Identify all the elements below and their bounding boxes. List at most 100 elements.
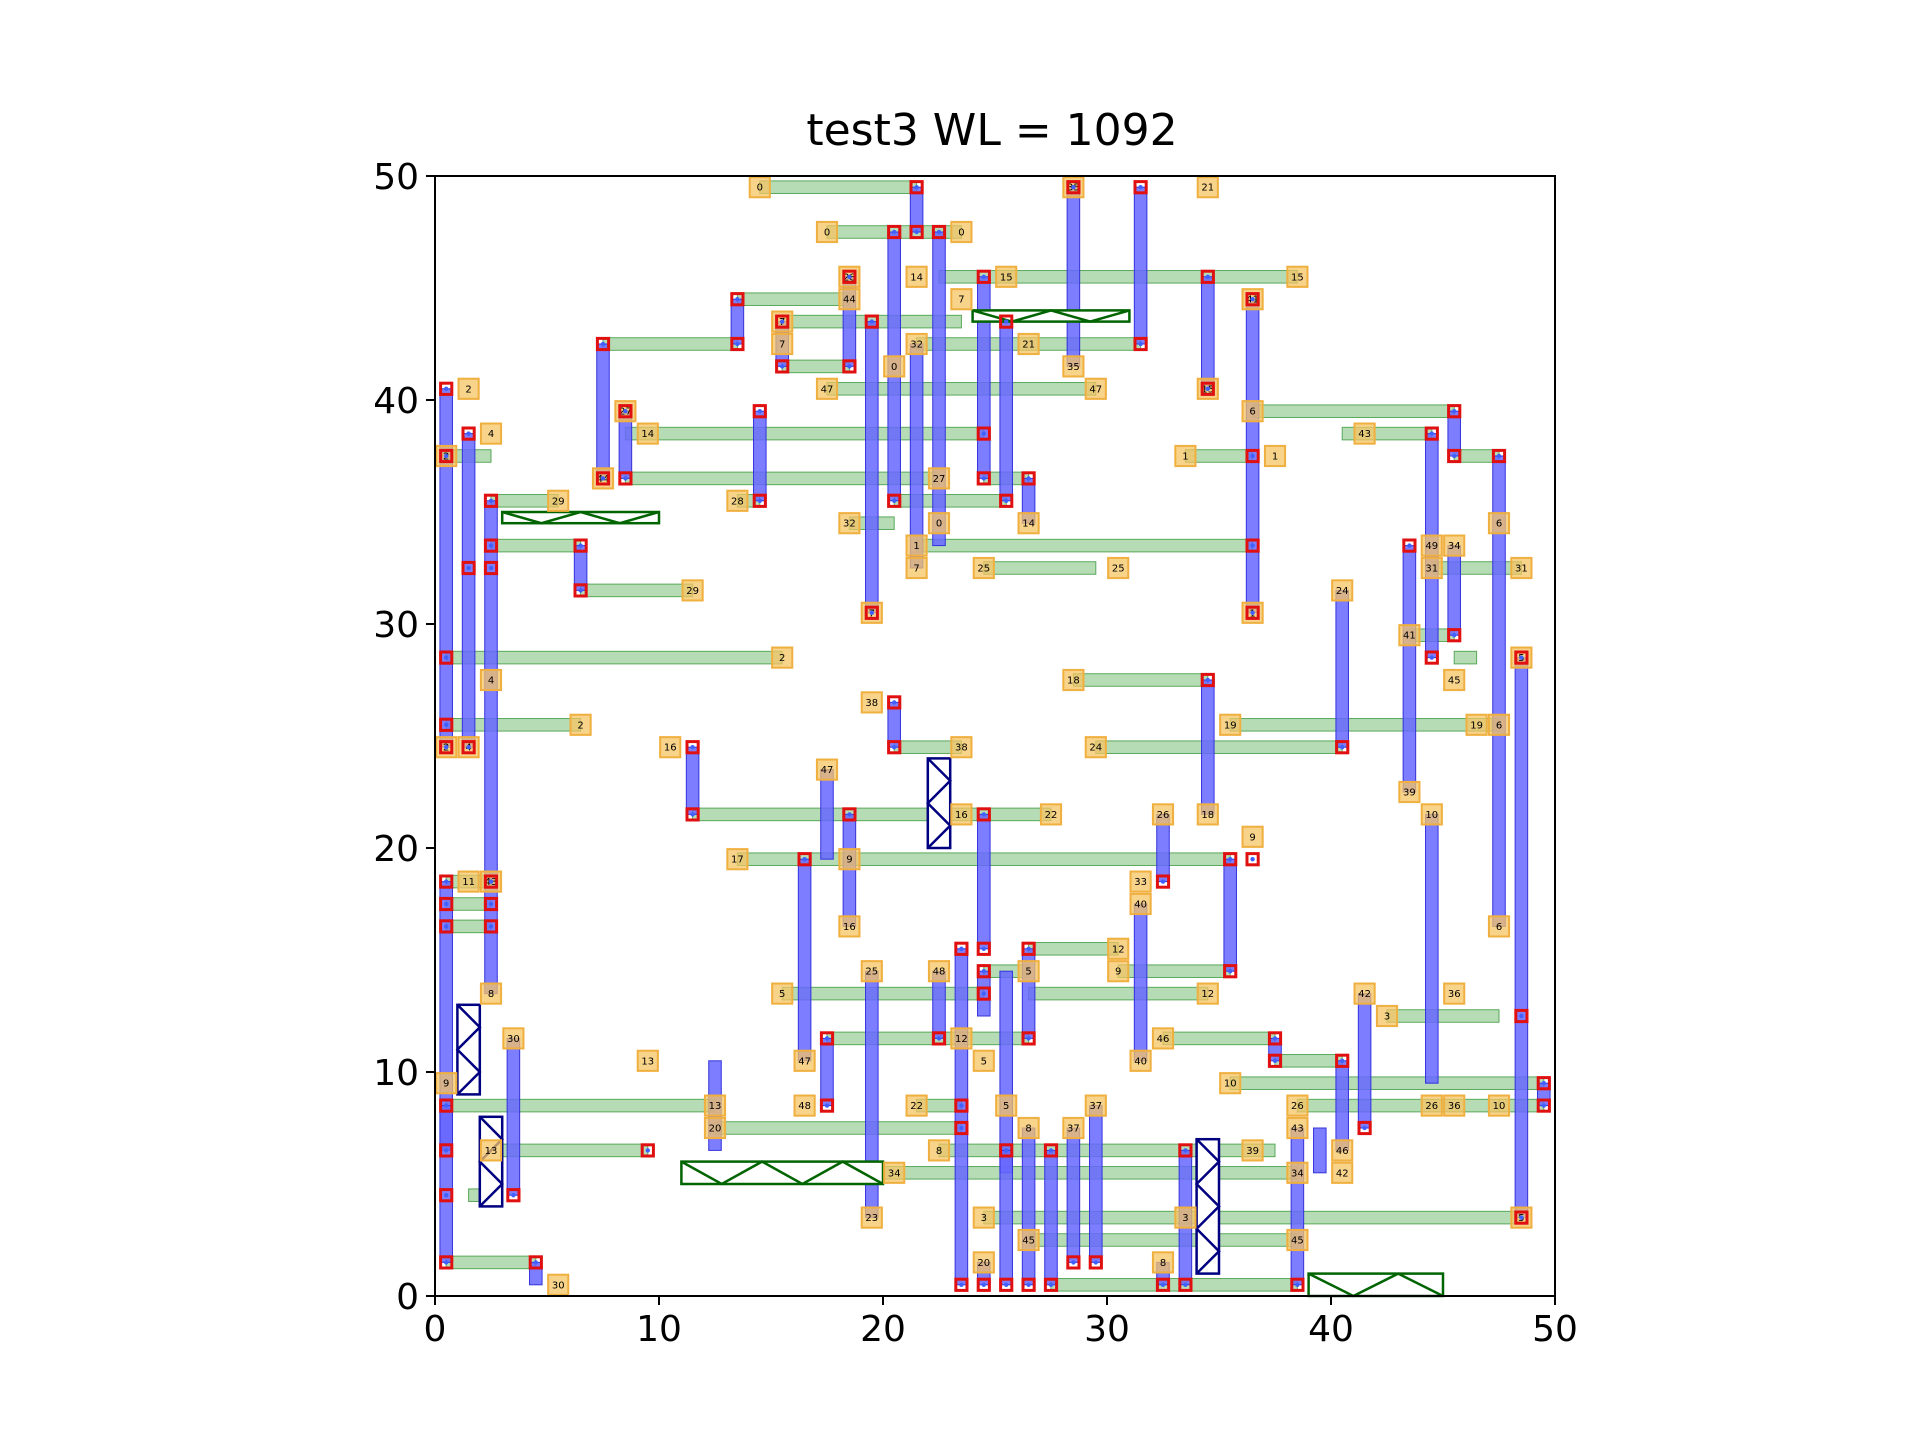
pin — [927, 960, 951, 983]
v-wire — [439, 388, 453, 748]
y-tick-label: 30 — [373, 605, 419, 646]
via-dot — [936, 1036, 942, 1041]
pin — [1151, 803, 1175, 826]
pin — [1286, 265, 1309, 288]
pin-label: 22 — [1045, 810, 1058, 821]
pin — [1420, 803, 1443, 826]
via — [1200, 269, 1215, 284]
v-wire — [865, 321, 879, 614]
pin — [1263, 444, 1287, 468]
pin-label: 0 — [757, 183, 763, 194]
pin — [1465, 713, 1488, 736]
pin — [927, 512, 951, 535]
pin — [1375, 1004, 1399, 1028]
v-wire — [596, 343, 610, 479]
axes-frame — [434, 175, 1556, 1297]
pin — [1062, 1116, 1085, 1140]
via — [954, 1277, 969, 1292]
via — [1043, 1143, 1059, 1158]
pin-label: 36 — [1448, 989, 1461, 1000]
pin-label: 45 — [1022, 1236, 1035, 1247]
via — [1514, 1210, 1529, 1225]
via-dot — [981, 946, 986, 951]
via-dot — [757, 498, 762, 503]
via-dot — [1272, 1036, 1278, 1041]
pin — [1084, 736, 1107, 759]
via — [483, 919, 499, 934]
pin-label: 8 — [936, 1146, 942, 1157]
via — [819, 1098, 835, 1113]
pin-label: 6 — [1496, 519, 1502, 530]
via-dot — [1071, 185, 1076, 190]
via-dot — [1183, 1282, 1188, 1288]
v-wire — [1089, 1105, 1103, 1263]
pin-label: 16 — [843, 922, 856, 933]
h-wire — [692, 807, 1052, 822]
pin — [1353, 982, 1376, 1005]
pin — [1331, 579, 1354, 602]
via — [976, 1277, 991, 1292]
pin — [793, 1049, 816, 1072]
via — [976, 426, 991, 441]
pin-label: 0 — [936, 519, 942, 530]
h-wire — [826, 1031, 1030, 1046]
pin — [950, 736, 973, 759]
pin — [1196, 982, 1219, 1005]
v-wire — [1402, 545, 1417, 793]
pin — [1084, 377, 1107, 400]
pin-label: 34 — [888, 1168, 901, 1179]
via-dot — [1026, 476, 1031, 481]
pin-label: 2 — [779, 653, 785, 664]
chart-title: test3 WL = 1092 — [806, 105, 1177, 156]
pin-label: 6 — [1496, 922, 1502, 933]
via — [1447, 404, 1462, 419]
via-dot — [959, 1282, 964, 1288]
pin-label: 4 — [488, 429, 494, 440]
pin-label: 31 — [1425, 564, 1438, 575]
via — [909, 180, 924, 195]
via — [976, 269, 991, 284]
via-dot — [488, 924, 494, 929]
via-dot — [444, 453, 449, 459]
pin-label: 16 — [955, 810, 968, 821]
pin-label: 44 — [843, 295, 856, 306]
pin-label: 2 — [577, 720, 583, 731]
pin-label: 45 — [1291, 1236, 1304, 1247]
via — [461, 560, 476, 576]
via — [1424, 426, 1439, 441]
pin — [547, 489, 570, 512]
via-dot — [444, 722, 449, 727]
v-wire — [909, 343, 924, 569]
via — [1514, 650, 1529, 665]
v-wire — [506, 1037, 521, 1196]
via-dot — [444, 1148, 449, 1153]
via — [1267, 1031, 1283, 1046]
pin-label: 24 — [1089, 743, 1102, 754]
pin — [1129, 892, 1152, 916]
via-dot — [1519, 655, 1524, 660]
via-dot — [690, 745, 695, 750]
pin-label: 42 — [1358, 989, 1371, 1000]
h-wire — [871, 1166, 1298, 1180]
via-dot — [1295, 1282, 1300, 1288]
via — [842, 269, 857, 284]
h-wire — [580, 583, 694, 598]
via — [1335, 1053, 1350, 1068]
pin — [905, 556, 928, 580]
v-wire — [1447, 545, 1461, 636]
via — [595, 471, 611, 486]
via-dot — [1250, 543, 1255, 548]
pin — [1174, 1206, 1197, 1229]
pin-label: 0 — [891, 362, 897, 373]
h-wire — [1028, 942, 1119, 956]
pin-label: 31 — [1515, 564, 1528, 575]
v-wire — [977, 276, 991, 479]
pin — [569, 713, 592, 736]
via — [931, 224, 947, 240]
via-dot — [600, 341, 606, 347]
pin-label: 37 — [1067, 1124, 1080, 1135]
pin-label: 46 — [1157, 1034, 1170, 1045]
v-wire — [1290, 1127, 1305, 1286]
via — [461, 426, 476, 441]
